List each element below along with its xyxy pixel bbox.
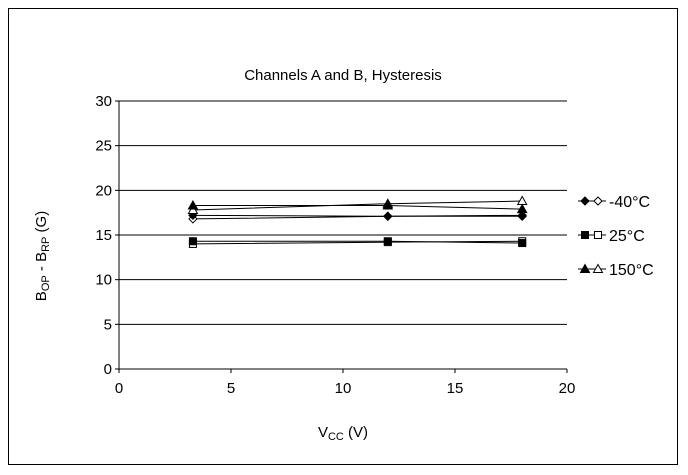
legend-marker <box>594 231 602 239</box>
data-point <box>188 237 197 246</box>
data-point <box>516 195 528 206</box>
x-tick-label: 5 <box>227 380 235 397</box>
y-axis-title-sub2: RP <box>40 237 52 252</box>
y-axis-title-mid: - B <box>33 252 50 275</box>
y-tick-label: 5 <box>104 316 112 333</box>
x-axis-title-main: V <box>318 424 328 441</box>
legend-marker <box>592 263 604 273</box>
legend-label: 150°C <box>609 262 654 279</box>
legend-marker <box>581 231 589 239</box>
data-series <box>187 195 528 248</box>
data-point <box>518 239 527 248</box>
x-tick-label: 0 <box>115 380 123 397</box>
y-tick-label: 15 <box>95 227 112 244</box>
grid-lines <box>119 100 567 325</box>
y-tick-label: 0 <box>104 361 112 378</box>
axes <box>115 100 568 373</box>
x-axis-title-unit: (V) <box>344 424 368 441</box>
legend-marker <box>579 263 591 273</box>
data-point <box>517 211 527 221</box>
data-point <box>383 211 393 221</box>
chart-frame <box>8 8 678 465</box>
y-axis-title-b1: B <box>33 291 50 301</box>
legend-marker <box>593 196 603 206</box>
x-tick-labels: 0 5 10 15 20 <box>115 380 576 397</box>
y-tick-label: 25 <box>95 138 112 155</box>
y-axis-title-sub1: OP <box>40 275 52 291</box>
legend-label: 25°C <box>609 228 645 245</box>
data-point <box>382 200 394 210</box>
y-tick-label: 10 <box>95 272 112 289</box>
legend: -40°C 25°C 150°C <box>578 194 654 279</box>
data-point <box>383 237 392 246</box>
legend-marker <box>580 196 590 206</box>
x-axis-title: VCC (V) <box>318 424 368 443</box>
data-point <box>187 200 199 210</box>
y-axis-title-unit: (G) <box>33 211 50 237</box>
y-axis-title: BOP - BRP (G) <box>33 211 52 301</box>
x-tick-label: 10 <box>335 380 352 397</box>
x-axis-title-sub: CC <box>328 431 344 443</box>
data-point <box>516 203 528 214</box>
x-tick-label: 15 <box>447 380 464 397</box>
legend-label: -40°C <box>609 194 650 211</box>
y-tick-label: 30 <box>95 93 112 110</box>
chart-title: Channels A and B, Hysteresis <box>244 67 442 84</box>
y-tick-labels: 0 5 10 15 20 25 30 <box>95 93 112 378</box>
y-tick-label: 20 <box>95 182 112 199</box>
x-tick-label: 20 <box>559 380 576 397</box>
